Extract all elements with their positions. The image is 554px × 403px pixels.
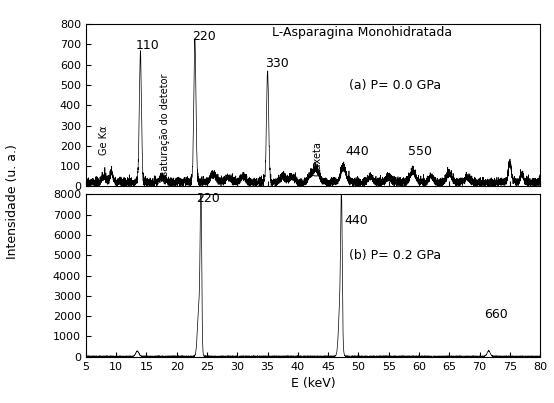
- Text: L-Asparagina Monohidratada: L-Asparagina Monohidratada: [272, 26, 452, 39]
- Text: 440: 440: [345, 145, 369, 158]
- Text: Gaxeta: Gaxeta: [312, 141, 322, 176]
- Text: (b) P= 0.2 GPa: (b) P= 0.2 GPa: [350, 249, 442, 262]
- Text: Ge Kα: Ge Kα: [99, 126, 109, 155]
- Text: 110: 110: [136, 39, 160, 52]
- Text: 550: 550: [408, 145, 432, 158]
- Text: Intensidade (u. a.): Intensidade (u. a.): [6, 144, 19, 259]
- Text: 220: 220: [196, 191, 220, 205]
- Text: 220: 220: [192, 30, 216, 44]
- Text: saturação do detetor: saturação do detetor: [160, 74, 170, 176]
- Text: (a) P= 0.0 GPa: (a) P= 0.0 GPa: [350, 79, 442, 92]
- X-axis label: E (keV): E (keV): [291, 377, 335, 390]
- Text: 660: 660: [484, 308, 508, 321]
- Text: 440: 440: [344, 214, 368, 227]
- Text: 330: 330: [265, 57, 289, 71]
